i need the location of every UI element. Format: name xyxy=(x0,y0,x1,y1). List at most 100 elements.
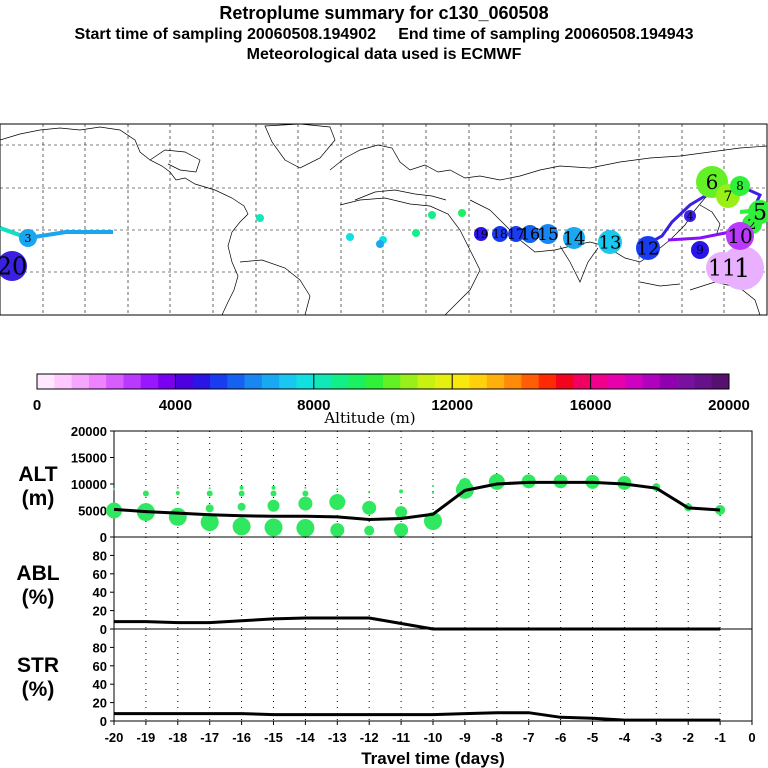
map-gridlines xyxy=(0,124,767,315)
panel-ylabel: ABL xyxy=(16,562,59,585)
plume-marker-circle xyxy=(636,236,660,260)
colorbar-cell xyxy=(538,374,557,389)
y-tick-label: 40 xyxy=(93,677,107,692)
altitude-bubble xyxy=(205,504,214,513)
panel-ylabel-unit: (m) xyxy=(22,487,55,510)
x-tick-label: -2 xyxy=(682,730,694,745)
plume-marker-label: 15 xyxy=(537,225,559,245)
y-tick-label: 20 xyxy=(93,696,107,711)
y-tick-label: 80 xyxy=(93,640,107,655)
series-line xyxy=(114,711,721,722)
plume-marker-label: 2 xyxy=(748,217,757,233)
x-tick-label: -12 xyxy=(360,730,379,745)
altitude-bubble xyxy=(304,486,307,489)
y-tick-label: 0 xyxy=(100,530,107,545)
plume-marker-circle xyxy=(492,226,508,242)
y-tick-label: 80 xyxy=(93,548,107,563)
plume-minor-dot xyxy=(376,240,384,248)
colorbar-cell xyxy=(227,374,245,389)
panel-abl: 0 20 40 60 80 ABL(%) xyxy=(16,536,753,637)
coastline-south-america xyxy=(239,259,311,316)
trajectory-segment-asia xyxy=(639,184,763,250)
altitude-bubble xyxy=(364,525,375,536)
y-tick-label: 40 xyxy=(93,585,107,600)
plume-marker-circle xyxy=(508,226,524,242)
map-frame xyxy=(0,123,768,316)
colorbar-cell xyxy=(417,374,436,389)
x-tick-label: -15 xyxy=(264,730,283,745)
colorbar-tick-label: 4000 xyxy=(159,397,192,414)
coastline-india xyxy=(559,245,599,283)
plume-marker-label: 1 xyxy=(734,254,751,284)
altitude-bubble xyxy=(330,523,345,538)
panel-alt: 0 5000 10000 15000 20000 ALT(m) xyxy=(18,424,753,545)
coastline-hudson xyxy=(149,149,201,173)
colorbar-cell xyxy=(88,374,107,389)
altitude-bubble xyxy=(296,518,315,537)
colorbar-cell xyxy=(400,374,418,389)
colorbar-cell xyxy=(434,374,453,389)
y-tick-label: 60 xyxy=(93,659,107,674)
colorbar-cell xyxy=(573,374,591,389)
colorbar-cells xyxy=(37,374,730,389)
colorbar: 0 4000 8000 12000 16000 20000 Altitude (m) xyxy=(33,373,750,427)
plume-marker-label: 8 xyxy=(736,179,744,193)
x-tick-label: -14 xyxy=(296,730,316,745)
colorbar-cell xyxy=(556,374,574,389)
plume-marker-label: 12 xyxy=(637,238,660,259)
y-tick-label: 10000 xyxy=(71,477,107,492)
plume-marker-circle xyxy=(563,227,585,249)
colorbar-cell xyxy=(261,374,280,389)
plume-marker-circle xyxy=(726,222,754,250)
altitude-bubble xyxy=(113,488,115,491)
colorbar-cell xyxy=(590,374,609,389)
y-tick-label: 20 xyxy=(93,604,107,619)
colorbar-tick-label: 12000 xyxy=(431,397,473,414)
colorbar-cell xyxy=(607,374,626,389)
plume-minor-dot xyxy=(428,211,436,219)
plume-marker-circle xyxy=(730,176,750,196)
plume-marker-circle xyxy=(521,225,539,243)
x-tick-label: -5 xyxy=(587,730,599,745)
panel-ylabel-unit: (%) xyxy=(22,678,55,701)
plume-marker-label: 16 xyxy=(520,225,540,244)
colorbar-cell xyxy=(331,374,349,389)
plume-marker-label: 20 xyxy=(0,252,27,280)
colorbar-cell xyxy=(279,374,297,389)
plume-marker-label: 13 xyxy=(599,232,622,253)
plume-marker-label: 10 xyxy=(727,224,752,248)
plume-marker-label: 11 xyxy=(708,257,736,282)
plume-marker-circle xyxy=(706,252,738,284)
altitude-bubble xyxy=(239,485,244,490)
colorbar-cell xyxy=(677,374,695,389)
chart-title: Retroplume summary for c130_060508 xyxy=(219,3,549,23)
altitude-bubble xyxy=(432,485,434,488)
colorbar-cell xyxy=(469,374,488,389)
colorbar-tick-label: 8000 xyxy=(297,397,330,414)
coastline-africa xyxy=(339,197,481,316)
altitude-bubble xyxy=(142,490,149,497)
colorbar-cell xyxy=(452,374,470,389)
panel-ylabel: ALT xyxy=(18,463,57,486)
y-tick-label: 0 xyxy=(100,714,107,729)
x-tick-label: -3 xyxy=(651,730,663,745)
colorbar-cell xyxy=(659,374,678,389)
altitude-bubble xyxy=(175,491,180,496)
plume-marker-label: 9 xyxy=(696,243,704,257)
colorbar-frame xyxy=(36,373,730,390)
x-tick-label: -4 xyxy=(619,730,631,745)
colorbar-cell xyxy=(54,374,72,389)
plume-marker-label: 19 xyxy=(474,228,488,241)
series-line xyxy=(114,616,721,631)
coastline-indonesia xyxy=(639,281,681,287)
plume-marker-label: 6 xyxy=(706,170,719,194)
plume-marker-label: 17 xyxy=(507,227,525,243)
colorbar-cell xyxy=(521,374,539,389)
plume-minor-dot xyxy=(256,214,264,222)
altitude-bubble xyxy=(168,507,187,526)
colorbar-cell xyxy=(365,374,384,389)
altitude-bubble xyxy=(271,485,276,490)
colorbar-label: Altitude (m) xyxy=(323,409,415,427)
x-tick-label: -9 xyxy=(459,730,471,745)
